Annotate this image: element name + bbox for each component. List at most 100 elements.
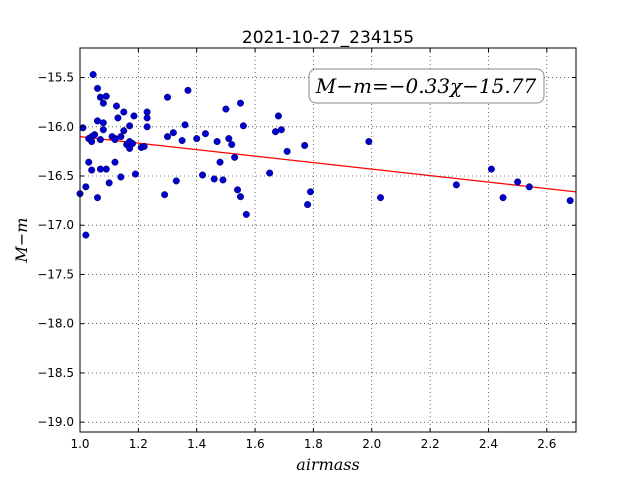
- data-point: [301, 141, 309, 149]
- data-point: [129, 140, 137, 148]
- data-point: [266, 169, 274, 177]
- data-point: [210, 175, 218, 183]
- y-tick-label: −16.0: [37, 120, 74, 134]
- fit-line: [79, 136, 577, 193]
- data-point: [143, 114, 151, 122]
- x-tick-label: 2.4: [479, 437, 498, 451]
- data-point: [96, 165, 104, 173]
- data-point: [117, 173, 125, 181]
- grid: [79, 48, 576, 432]
- data-point: [114, 114, 122, 122]
- data-point: [231, 153, 239, 161]
- fit-annotation-text: M−m=−0.33χ−15.77: [315, 74, 537, 98]
- data-point: [164, 93, 172, 101]
- x-tick-label: 1.4: [187, 437, 206, 451]
- data-point: [452, 181, 460, 189]
- data-point: [94, 84, 102, 92]
- data-point: [131, 170, 139, 178]
- data-point: [82, 183, 90, 191]
- data-point: [143, 123, 151, 131]
- y-tick-label: −18.5: [37, 366, 74, 380]
- data-point: [143, 108, 151, 116]
- data-point: [112, 102, 120, 110]
- data-point: [172, 177, 180, 185]
- data-point: [102, 92, 110, 100]
- data-point: [126, 122, 134, 130]
- data-point: [228, 140, 236, 148]
- y-tick-label: −17.5: [37, 267, 74, 281]
- data-point: [514, 178, 522, 186]
- data-point: [88, 138, 96, 146]
- data-point: [274, 112, 282, 120]
- data-point: [120, 127, 128, 135]
- data-point: [271, 128, 279, 136]
- data-point: [96, 93, 104, 101]
- data-point: [225, 135, 233, 143]
- data-point: [88, 166, 96, 174]
- data-point: [94, 117, 102, 125]
- fit-annotation-box: M−m=−0.33χ−15.77: [308, 68, 545, 104]
- plot-frame: [79, 47, 577, 433]
- data-point: [99, 99, 107, 107]
- data-point: [234, 186, 242, 194]
- x-tick-label: 1.6: [246, 437, 265, 451]
- data-point: [161, 191, 169, 199]
- data-points: [76, 71, 574, 239]
- data-point: [487, 165, 495, 173]
- data-point: [89, 71, 97, 79]
- data-point: [117, 133, 125, 141]
- y-tick-label: −15.5: [37, 71, 74, 85]
- data-point: [365, 138, 373, 146]
- chart-title: 2021-10-27_234155: [242, 28, 414, 48]
- data-point: [120, 108, 128, 116]
- data-point: [181, 121, 189, 129]
- data-point: [239, 122, 247, 130]
- data-point: [222, 105, 230, 113]
- data-point: [102, 165, 110, 173]
- x-tick-label: 2.2: [421, 437, 440, 451]
- data-point: [96, 136, 104, 144]
- data-point: [111, 158, 119, 166]
- data-point: [111, 136, 119, 144]
- data-point: [105, 179, 113, 187]
- y-tick-label: −19.0: [37, 415, 74, 429]
- data-point: [201, 130, 209, 138]
- x-tick-label: 1.8: [304, 437, 323, 451]
- data-point: [566, 197, 574, 205]
- x-tick-label: 1.0: [70, 437, 89, 451]
- data-point: [94, 194, 102, 202]
- data-point: [283, 147, 291, 155]
- data-point: [236, 193, 244, 201]
- data-point: [193, 135, 201, 143]
- data-point: [169, 129, 177, 137]
- y-tick-label: −17.0: [37, 218, 74, 232]
- data-point: [199, 171, 207, 179]
- data-point: [499, 194, 507, 202]
- data-point: [277, 126, 285, 134]
- fit-line-group: [79, 136, 577, 193]
- data-point: [79, 124, 87, 132]
- data-point: [184, 86, 192, 94]
- y-axis-label: M−m: [12, 218, 31, 264]
- data-point: [130, 112, 138, 120]
- data-point: [242, 210, 250, 218]
- data-point: [85, 158, 93, 166]
- data-point: [377, 194, 385, 202]
- x-axis-label: airmass: [296, 455, 359, 474]
- data-point: [82, 231, 90, 239]
- y-tick-label: −16.5: [37, 169, 74, 183]
- axis-ticks: 1.0 1.2 1.4 1.6 1.8 2.0 2.2 2.4 2.6 −15.5 −16.0 −16…: [37, 48, 576, 451]
- data-point: [306, 188, 314, 196]
- x-tick-label: 2.6: [537, 437, 556, 451]
- x-tick-label: 1.2: [129, 437, 148, 451]
- data-point: [304, 201, 312, 209]
- data-point: [164, 133, 172, 141]
- data-point: [236, 99, 244, 107]
- data-point: [219, 176, 227, 184]
- data-point: [99, 119, 107, 127]
- data-point: [525, 183, 533, 191]
- data-point: [213, 138, 221, 146]
- data-point: [178, 137, 186, 145]
- data-point: [216, 158, 224, 166]
